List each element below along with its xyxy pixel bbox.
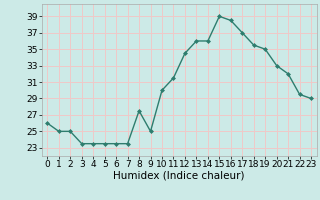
X-axis label: Humidex (Indice chaleur): Humidex (Indice chaleur) xyxy=(114,171,245,181)
